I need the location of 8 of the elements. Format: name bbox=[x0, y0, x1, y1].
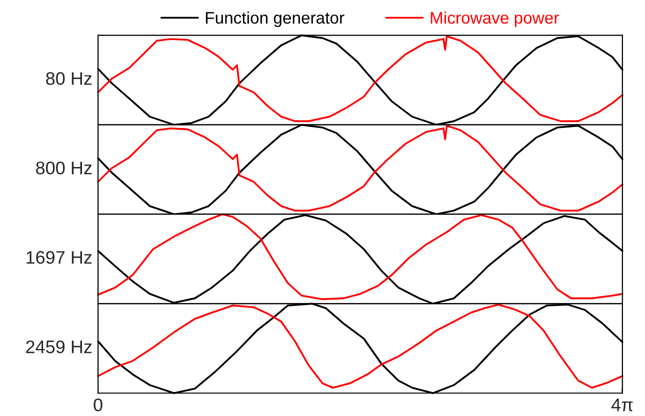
x-tick-label: 4π bbox=[611, 398, 633, 412]
x-tick-label: 0 bbox=[94, 398, 102, 412]
legend-label: Function generator bbox=[206, 11, 344, 28]
y-axis-title: 1697 Hz bbox=[26, 251, 92, 264]
legend-label: Microwave power bbox=[430, 11, 559, 28]
y-axis-title: 2459 Hz bbox=[26, 340, 92, 354]
y-axis-title: 800 Hz bbox=[36, 162, 92, 174]
y-axis-title: 80 Hz bbox=[46, 72, 92, 85]
